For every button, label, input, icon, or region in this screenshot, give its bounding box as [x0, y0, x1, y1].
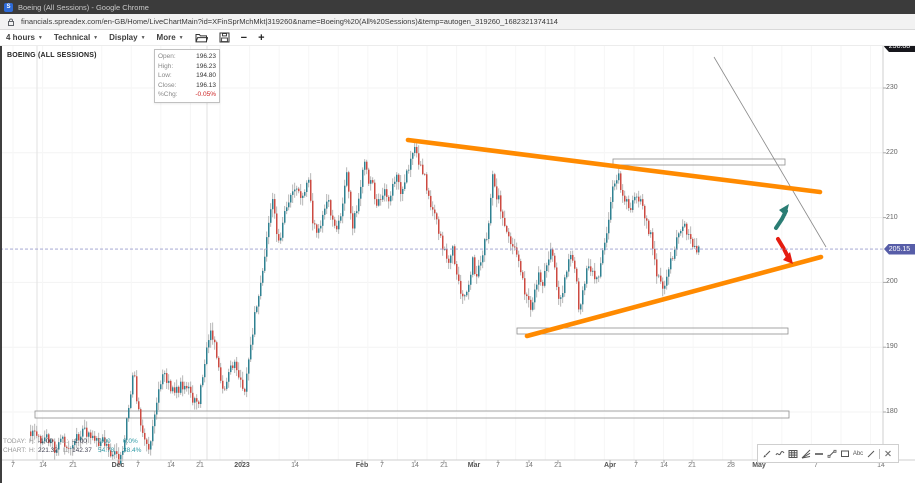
open-chart-button[interactable] [195, 32, 208, 43]
chart-symbol-label: BOEING (ALL SESSIONS) [7, 52, 97, 59]
ohlc-label: Low: [158, 72, 172, 79]
stat-row: TODAY: H: -1.00 L: -1.00 0.00 0.0% [3, 438, 138, 445]
orange-trendline[interactable] [524, 254, 824, 339]
ohlc-value: 196.23 [196, 53, 216, 60]
ohlc-label: %Chg: [158, 91, 178, 98]
fan-tool-icon[interactable] [801, 448, 811, 460]
window-title: Boeing (All Sessions) - Google Chrome [18, 2, 149, 12]
caret-down-icon: ▼ [140, 34, 146, 41]
toolbar-dropdowns: 4 hours ▼ Technical ▼ Display ▼ More ▼ [6, 33, 184, 42]
dropdown-label: 4 hours [6, 33, 35, 42]
save-chart-button[interactable] [219, 32, 230, 43]
orange-trendline[interactable] [405, 137, 823, 195]
rect-tool-icon[interactable] [840, 448, 850, 460]
ohlc-row: Close: 196.13 [158, 81, 216, 91]
url-text[interactable]: financials.spreadex.com/en-GB/Home/LiveC… [21, 17, 558, 26]
ohlc-label: Open: [158, 53, 176, 60]
candles-layer [30, 140, 700, 468]
toolbar-divider [879, 448, 880, 459]
dropdown-label: Technical [53, 33, 91, 42]
ohlc-row: Low: 194.80 [158, 71, 216, 81]
high-price-badge: 238.88 [884, 41, 915, 52]
sr-zone-rect[interactable] [516, 327, 789, 335]
ohlc-label: Close: [158, 81, 177, 89]
dropdown-label: Display [109, 33, 138, 42]
line-tool-icon[interactable] [866, 448, 876, 460]
toolbar-dropdown-4-hours[interactable]: 4 hours ▼ [6, 33, 43, 42]
trendline-tool-icon[interactable] [827, 448, 837, 460]
grid-tool-icon[interactable] [788, 448, 798, 460]
ohlc-value: -0.05% [195, 91, 216, 98]
folder-open-icon [195, 34, 208, 43]
ohlc-row: High: 196.23 [158, 62, 216, 72]
ohlc-label: High: [158, 62, 174, 70]
ohlc-row: Open: 196.23 [158, 52, 216, 62]
chart-toolbar: 4 hours ▼ Technical ▼ Display ▼ More ▼ − + [0, 30, 915, 46]
ohlc-info-box: Open: 196.23 High: 196.23 Low: 194.80 Close: 19… [154, 49, 220, 103]
caret-down-icon: ▼ [178, 34, 184, 41]
floppy-save-icon [219, 32, 230, 43]
address-bar[interactable]: financials.spreadex.com/en-GB/Home/LiveC… [0, 14, 915, 30]
gray-trendline[interactable] [713, 56, 827, 248]
zoom-in-button[interactable]: + [258, 31, 265, 44]
ohlc-value: 194.80 [196, 72, 216, 79]
dropdown-label: More [156, 33, 176, 42]
frame-left-border [0, 38, 2, 483]
caret-down-icon: ▼ [37, 34, 43, 41]
ohlc-value: 196.23 [196, 62, 216, 70]
up-arrow[interactable] [774, 204, 789, 230]
ohlc-value: 196.13 [196, 81, 216, 89]
gridlines [0, 46, 883, 460]
lock-icon [8, 18, 14, 26]
sr-zone-rect[interactable] [34, 410, 790, 419]
hline-tool-icon[interactable] [814, 448, 824, 460]
tab-favicon: S [4, 2, 13, 12]
zoom-out-button[interactable]: − [240, 31, 248, 44]
caret-down-icon: ▼ [93, 34, 99, 41]
sr-zone-rect[interactable] [612, 158, 786, 166]
ohlc-row: %Chg: -0.05% [158, 90, 216, 100]
drawing-toolbar: Abc [757, 444, 899, 463]
current-price-badge: 205.15 [884, 243, 915, 255]
text-tool-icon[interactable]: Abc [852, 450, 864, 457]
toolbar-dropdown-technical[interactable]: Technical ▼ [54, 33, 98, 42]
delete-tool-icon[interactable] [883, 448, 893, 460]
toolbar-dropdown-more[interactable]: More ▼ [157, 33, 184, 42]
session-stats: TODAY: H: -1.00 L: -1.00 0.00 0.0% CHART: H: 221.… [3, 437, 141, 455]
down-arrow[interactable] [776, 237, 793, 264]
title-bar: S Boeing (All Sessions) - Google Chrome [0, 0, 915, 14]
curve-tool-icon[interactable] [775, 448, 785, 460]
stat-row: CHART: H: 221.32 L: 142.37 54.78 38.4% [3, 447, 142, 454]
toolbar-dropdown-display[interactable]: Display ▼ [109, 33, 145, 42]
pointer-tool-icon[interactable] [762, 448, 772, 460]
